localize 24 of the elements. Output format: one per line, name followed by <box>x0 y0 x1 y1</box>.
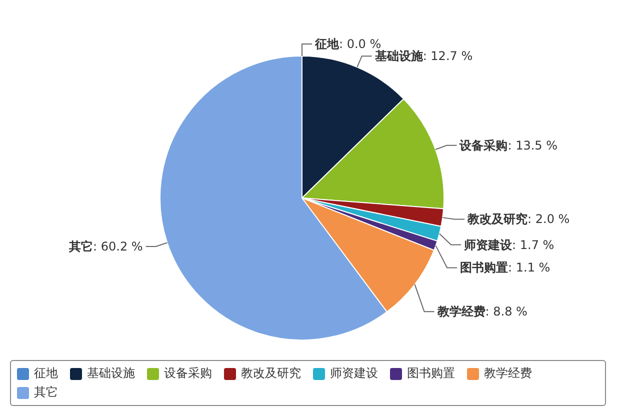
data-label: : 8.8 % <box>485 304 528 319</box>
legend-label: 师资建设 <box>329 365 378 382</box>
slice-label: 教改及研究 <box>466 212 528 226</box>
slice-label: 其它 <box>68 240 94 254</box>
data-label: : 2.0 % <box>528 212 570 226</box>
legend-label: 图书购置 <box>406 365 455 382</box>
data-label: : 13.5 % <box>508 138 558 152</box>
text: : 0.0 % <box>339 37 382 51</box>
slice-label: 图书购置 <box>460 260 508 275</box>
category-label: 征地 <box>315 37 339 51</box>
legend-label: 设备采购 <box>163 365 212 382</box>
slice-label: 设备采购 <box>458 138 508 152</box>
data-label: : 60.2 % <box>93 240 143 254</box>
data-label: : 1.7 % <box>512 238 554 252</box>
legend-label: 教改及研究 <box>240 365 301 382</box>
slice-label: 师资建设 <box>463 238 514 252</box>
slice-label: 教学经费 <box>436 304 486 319</box>
data-label: : 1.1 % <box>508 260 550 275</box>
legend-label: 教学经费 <box>483 365 532 382</box>
legend-label: 征地 <box>33 365 58 382</box>
legend-label: 其它 <box>33 384 58 401</box>
slice-label: 基础设施 <box>374 49 424 64</box>
data-label: : 12.7 % <box>422 49 473 64</box>
legend-label: 基础设施 <box>86 365 135 382</box>
